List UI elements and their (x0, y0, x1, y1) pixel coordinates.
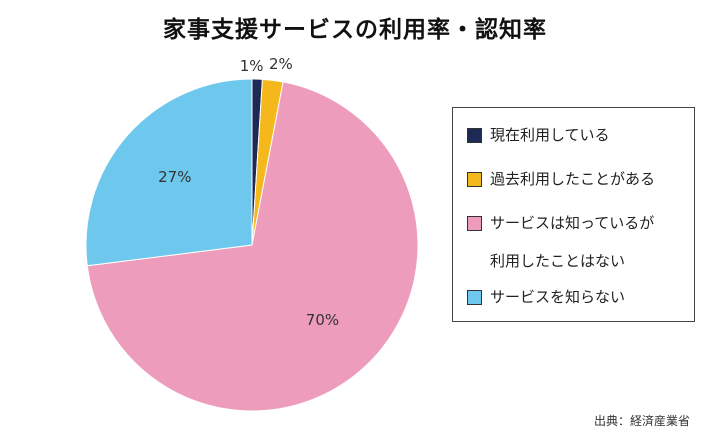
data-label-past: 2% (269, 55, 293, 73)
legend: 現在利用している 過去利用したことがある サービスは知っているが 利用したことは… (452, 107, 695, 322)
legend-swatch-current (467, 128, 482, 143)
legend-swatch-known-not-used (467, 216, 482, 231)
pie-slice-known-not-used (86, 81, 419, 412)
source-note: 出典：経済産業省 (593, 414, 690, 428)
legend-swatch-unknown (467, 290, 482, 305)
legend-item-known-not-used: サービスは知っているが 利用したことはない (467, 212, 654, 280)
legend-label-past: 過去利用したことがある (490, 170, 656, 188)
legend-label-current: 現在利用している (490, 126, 610, 144)
legend-label-known-not-used: サービスは知っているが 利用したことはない (490, 214, 655, 270)
legend-item-unknown: サービスを知らない (467, 286, 625, 308)
pie-slice-unknown (85, 78, 253, 267)
legend-item-current: 現在利用している (467, 124, 610, 146)
data-label-unknown: 27% (158, 168, 191, 186)
data-label-current: 1% (240, 57, 264, 75)
chart-title: 家事支援サービスの利用率・認知率 (163, 17, 547, 43)
legend-item-past: 過去利用したことがある (467, 168, 655, 190)
data-label-known-not-used: 70% (306, 311, 339, 329)
legend-label-unknown: サービスを知らない (490, 288, 626, 306)
legend-swatch-past (467, 172, 482, 187)
